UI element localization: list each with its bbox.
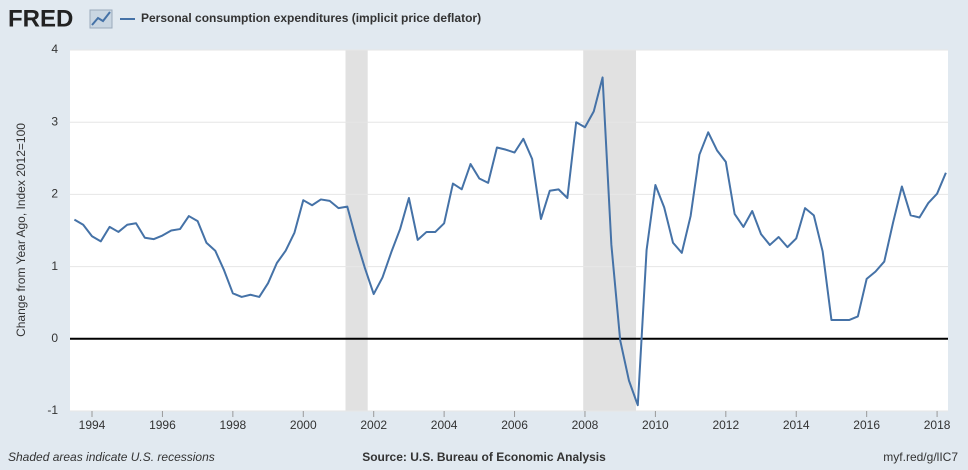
y-tick-label: -1 [47, 403, 58, 417]
x-tick-label: 2012 [712, 418, 739, 432]
y-axis-label: Change from Year Ago, Index 2012=100 [14, 123, 28, 337]
x-tick-label: 2010 [642, 418, 669, 432]
x-tick-label: 2016 [853, 418, 880, 432]
x-tick-label: 2006 [501, 418, 528, 432]
y-tick-label: 1 [51, 259, 58, 273]
x-tick-label: 2004 [431, 418, 458, 432]
x-tick-label: 2000 [290, 418, 317, 432]
logo-icon [89, 9, 113, 29]
x-tick-label: 2002 [360, 418, 387, 432]
x-tick-label: 2008 [572, 418, 599, 432]
y-tick-label: 4 [51, 42, 58, 56]
x-tick-label: 2014 [783, 418, 810, 432]
series-line [73, 76, 947, 407]
recession-band [345, 50, 368, 411]
x-tick-label: 2018 [924, 418, 951, 432]
source: Source: U.S. Bureau of Economic Analysis [362, 450, 606, 464]
link: myf.red/g/lIC7 [883, 450, 958, 464]
logo: FRED [8, 5, 73, 32]
plot-area [70, 50, 948, 411]
y-tick-label: 0 [51, 331, 58, 345]
x-tick-label: 1994 [79, 418, 106, 432]
recession-band [583, 50, 637, 411]
y-tick-label: 3 [51, 114, 58, 128]
x-tick-label: 1998 [220, 418, 247, 432]
legend-label: Personal consumption expenditures (impli… [141, 11, 481, 25]
footnote: Shaded areas indicate U.S. recessions [8, 450, 215, 464]
y-tick-label: 2 [51, 187, 58, 201]
x-tick-label: 1996 [149, 418, 176, 432]
